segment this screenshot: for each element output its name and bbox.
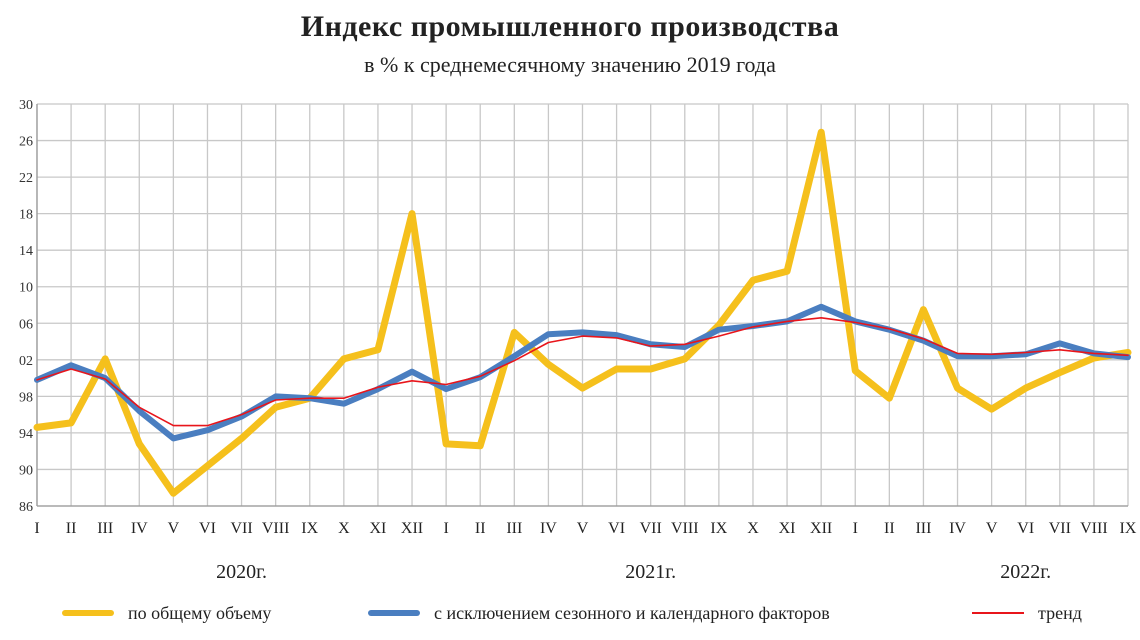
legend-item-trend: тренд bbox=[972, 600, 1082, 626]
x-tick-label: XII bbox=[401, 520, 423, 537]
x-tick-label: XII bbox=[810, 520, 832, 537]
x-tick-label: IX bbox=[710, 520, 727, 537]
x-tick-label: I bbox=[34, 520, 39, 537]
y-tick-label: 02 bbox=[19, 354, 33, 369]
legend-label-seasonal: с исключением сезонного и календарного ф… bbox=[434, 602, 830, 623]
series-line-total bbox=[33, 128, 1132, 497]
x-tick-label: V bbox=[986, 520, 998, 537]
x-tick-label: X bbox=[338, 520, 350, 537]
chart-subtitle: в % к среднемесячному значению 2019 года bbox=[364, 52, 776, 77]
y-tick-label: 86 bbox=[19, 500, 33, 515]
y-tick-label: 90 bbox=[19, 463, 33, 478]
x-tick-label: VIII bbox=[262, 520, 290, 537]
y-tick-label: 06 bbox=[19, 317, 33, 332]
x-tick-label: V bbox=[577, 520, 589, 537]
x-tick-label: XI bbox=[369, 520, 386, 537]
x-tick-label: VI bbox=[199, 520, 216, 537]
x-tick-label: X bbox=[747, 520, 759, 537]
y-tick-label: 94 bbox=[19, 427, 33, 442]
legend-item-total: по общему объему bbox=[62, 600, 271, 626]
x-tick-label: I bbox=[853, 520, 858, 537]
x-tick-label: IV bbox=[949, 520, 966, 537]
x-tick-label: VIII bbox=[1080, 520, 1108, 537]
x-tick-label: VI bbox=[608, 520, 625, 537]
year-label: 2022г. bbox=[1000, 561, 1051, 583]
x-tick-label: IX bbox=[301, 520, 318, 537]
x-tick-label: VII bbox=[640, 520, 662, 537]
legend-swatch-seasonal bbox=[368, 610, 420, 616]
x-tick-label: I bbox=[443, 520, 448, 537]
y-tick-label: 14 bbox=[19, 244, 33, 259]
legend: по общему объему с исключением сезонного… bbox=[0, 600, 1140, 626]
legend-label-trend: тренд bbox=[1038, 602, 1082, 623]
x-tick-label: VIII bbox=[671, 520, 699, 537]
year-label: 2021г. bbox=[625, 561, 676, 583]
chart-title: Индекс промышленного производства bbox=[300, 10, 840, 43]
x-tick-label: III bbox=[506, 520, 522, 537]
x-tick-label: IV bbox=[540, 520, 557, 537]
y-tick-label: 18 bbox=[19, 208, 33, 223]
legend-item-seasonal: с исключением сезонного и календарного ф… bbox=[368, 600, 830, 626]
x-tick-label: III bbox=[915, 520, 931, 537]
series-line-seasonal bbox=[34, 303, 1131, 442]
x-tick-label: VI bbox=[1017, 520, 1034, 537]
x-tick-label: II bbox=[475, 520, 486, 537]
x-tick-label: XI bbox=[779, 520, 796, 537]
y-tick-label: 10 bbox=[19, 281, 33, 296]
legend-swatch-trend bbox=[972, 612, 1024, 614]
legend-swatch-total bbox=[62, 610, 114, 616]
x-tick-label: IX bbox=[1120, 520, 1137, 537]
x-tick-label: II bbox=[66, 520, 77, 537]
x-tick-label: IV bbox=[131, 520, 148, 537]
x-tick-label: VII bbox=[1049, 520, 1071, 537]
x-tick-label: VII bbox=[230, 520, 252, 537]
x-tick-label: V bbox=[168, 520, 180, 537]
y-tick-label: 98 bbox=[19, 390, 33, 405]
y-tick-label: 22 bbox=[19, 171, 33, 186]
legend-label-total: по общему объему bbox=[128, 602, 272, 623]
series-line-trend bbox=[36, 316, 1129, 427]
y-tick-label: 30 bbox=[19, 98, 33, 113]
y-tick-label: 26 bbox=[19, 135, 33, 150]
x-tick-label: III bbox=[97, 520, 113, 537]
year-label: 2020г. bbox=[216, 561, 267, 583]
x-tick-label: II bbox=[884, 520, 895, 537]
